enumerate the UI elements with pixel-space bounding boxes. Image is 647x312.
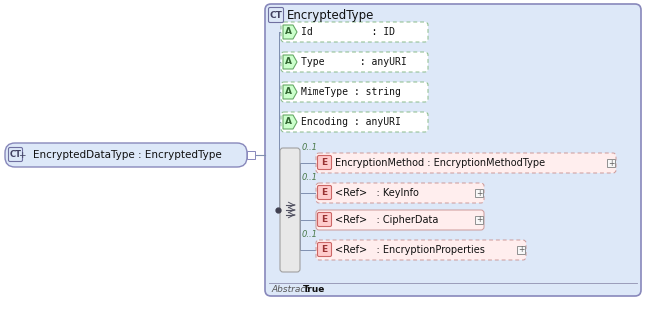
Text: +: + <box>18 150 26 159</box>
FancyBboxPatch shape <box>316 153 616 173</box>
Text: Type      : anyURI: Type : anyURI <box>301 57 407 67</box>
Text: A: A <box>285 87 292 96</box>
Text: E: E <box>322 158 327 167</box>
Text: EncryptedDataType : EncryptedType: EncryptedDataType : EncryptedType <box>33 150 222 160</box>
Bar <box>247 151 255 159</box>
Bar <box>607 159 615 167</box>
Text: True: True <box>303 285 325 295</box>
Text: Id          : ID: Id : ID <box>301 27 395 37</box>
FancyBboxPatch shape <box>318 212 331 227</box>
Text: +: + <box>518 246 524 255</box>
FancyBboxPatch shape <box>281 112 428 132</box>
Text: 0..1: 0..1 <box>302 230 318 239</box>
Polygon shape <box>283 115 297 129</box>
Text: E: E <box>322 188 327 197</box>
Bar <box>475 216 483 224</box>
FancyBboxPatch shape <box>8 148 23 162</box>
Text: +: + <box>476 216 482 225</box>
Text: A: A <box>285 57 292 66</box>
Text: CT: CT <box>270 11 283 19</box>
FancyBboxPatch shape <box>318 155 331 169</box>
Text: E: E <box>322 245 327 254</box>
Text: MimeType : string: MimeType : string <box>301 87 401 97</box>
Text: A: A <box>285 118 292 126</box>
FancyBboxPatch shape <box>316 240 526 260</box>
Bar <box>475 189 483 197</box>
Polygon shape <box>283 25 297 39</box>
FancyBboxPatch shape <box>269 7 283 22</box>
Polygon shape <box>283 85 297 99</box>
Text: A: A <box>285 27 292 37</box>
Text: CT: CT <box>10 150 21 159</box>
Text: Abstract: Abstract <box>271 285 309 295</box>
FancyBboxPatch shape <box>318 186 331 199</box>
Text: <Ref>   : KeyInfo: <Ref> : KeyInfo <box>335 188 419 198</box>
Text: E: E <box>322 215 327 224</box>
Text: +: + <box>476 188 482 197</box>
FancyBboxPatch shape <box>280 148 300 272</box>
Text: 0..1: 0..1 <box>302 143 318 152</box>
Text: Encoding : anyURI: Encoding : anyURI <box>301 117 401 127</box>
Polygon shape <box>283 55 297 69</box>
FancyBboxPatch shape <box>316 183 484 203</box>
FancyBboxPatch shape <box>265 4 641 296</box>
FancyBboxPatch shape <box>316 210 484 230</box>
Text: <Ref>   : EncryptionProperties: <Ref> : EncryptionProperties <box>335 245 485 255</box>
FancyBboxPatch shape <box>5 143 247 167</box>
FancyBboxPatch shape <box>281 22 428 42</box>
Text: EncryptedType: EncryptedType <box>287 8 375 22</box>
Bar <box>517 246 525 254</box>
Text: 0..1: 0..1 <box>302 173 318 182</box>
Text: EncryptionMethod : EncryptionMethodType: EncryptionMethod : EncryptionMethodType <box>335 158 545 168</box>
Text: +: + <box>608 158 614 168</box>
FancyBboxPatch shape <box>318 242 331 256</box>
FancyBboxPatch shape <box>281 82 428 102</box>
FancyBboxPatch shape <box>281 52 428 72</box>
Text: <Ref>   : CipherData: <Ref> : CipherData <box>335 215 439 225</box>
